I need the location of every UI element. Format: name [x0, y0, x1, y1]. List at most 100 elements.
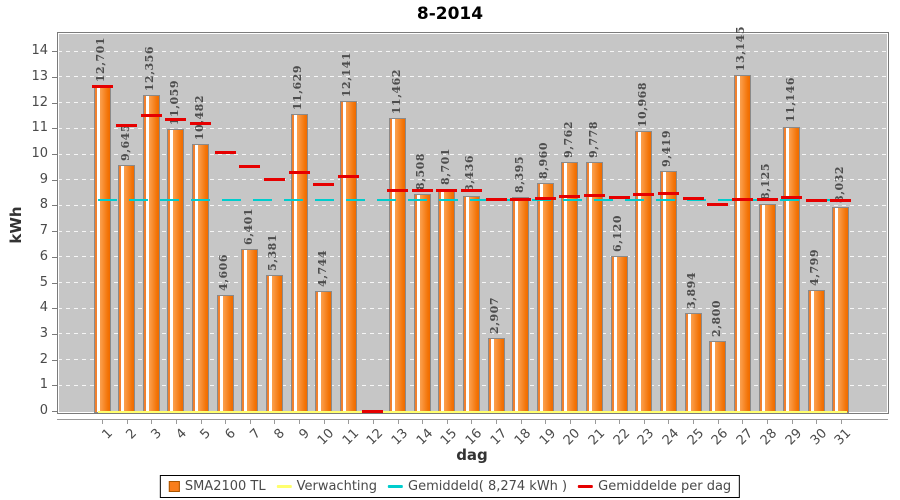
bar-value-label: 6,401 [241, 207, 255, 245]
y-tick [52, 231, 57, 233]
gemiddelde-per-dag-marker [731, 197, 753, 201]
x-tick [840, 419, 842, 424]
bar-value-label: 12,356 [143, 46, 157, 92]
bar-value-label: 9,645 [118, 124, 132, 162]
legend-swatch-square [168, 481, 180, 492]
x-tick [545, 419, 547, 424]
gemiddelde-per-dag-marker [781, 195, 803, 199]
bar-highlight [810, 290, 814, 412]
bar-day-22 [610, 255, 628, 413]
plot-area: 12,701 9,645 12,356 11,059 10,482 4,606 6,401 5… [57, 26, 889, 414]
y-tick-label: 1 [39, 377, 48, 393]
bar-highlight [786, 127, 790, 412]
gemiddelde-per-dag-marker [485, 198, 507, 202]
gemiddelde-per-dag-marker [214, 150, 236, 154]
gemiddeld-line [98, 199, 847, 202]
x-tick-label: 9 [296, 426, 313, 443]
x-tick-label: 6 [222, 426, 239, 443]
y-tick [52, 154, 57, 155]
x-tick-label: 16 [462, 426, 486, 449]
bar-highlight [638, 132, 642, 412]
x-tick [594, 419, 596, 424]
bar-day-5 [192, 143, 210, 413]
legend-swatch-line [388, 485, 404, 488]
x-tick-label: 3 [148, 426, 165, 443]
bar-value-label: 9,762 [561, 121, 575, 159]
gemiddelde-per-dag-marker [559, 195, 581, 199]
y-tick [52, 333, 57, 335]
bar-value-label: 8,701 [438, 148, 452, 186]
bar-value-label: 2,800 [709, 300, 723, 338]
bar-day-13 [389, 118, 407, 413]
gemiddelde-per-dag-marker [460, 189, 482, 193]
bar-highlight [490, 339, 494, 412]
bar-highlight [441, 190, 445, 412]
bar-value-label: 8,125 [759, 163, 772, 201]
bar-value-label: 4,799 [808, 248, 822, 286]
bar-highlight [613, 256, 617, 412]
y-tick [52, 411, 57, 412]
gemiddelde-per-dag-marker [756, 198, 778, 202]
y-tick-label: 0 [39, 403, 48, 418]
legend-label: Gemiddelde per dag [598, 479, 732, 494]
chart-title: 8-2014 [416, 4, 484, 24]
x-tick [569, 419, 571, 424]
x-tick [151, 419, 153, 424]
y-tick-label: 10 [31, 146, 48, 161]
x-tick-label: 11 [339, 426, 362, 449]
y-tick [52, 128, 57, 130]
x-tick [816, 419, 818, 424]
gemiddelde-per-dag-marker [387, 188, 409, 192]
x-tick [102, 419, 103, 424]
bar-day-10 [315, 291, 333, 413]
bar-value-label: 6,120 [611, 214, 625, 252]
bar-value-label: 4,744 [315, 250, 329, 288]
bar-highlight [465, 197, 469, 412]
x-tick [446, 419, 448, 424]
legend-label: Gemiddeld( 8,274 kWh ) [408, 479, 568, 494]
bar-day-27 [733, 75, 751, 413]
bar-highlight [342, 101, 346, 412]
x-tick-label: 1 [99, 426, 116, 443]
y-tick-label: 2 [39, 351, 48, 367]
x-tick [249, 419, 251, 424]
x-tick-label: 21 [585, 426, 609, 449]
gemiddelde-per-dag-marker [288, 170, 310, 174]
y-tick [52, 256, 57, 258]
legend-swatch-line [578, 485, 594, 488]
y-tick [52, 205, 57, 207]
bar-highlight [318, 292, 322, 412]
bar-value-label: 9,419 [660, 129, 674, 167]
bar-value-label: 5,381 [266, 233, 280, 271]
bar-day-8 [265, 274, 283, 413]
x-tick-label: 5 [197, 426, 215, 443]
bar-day-31 [832, 206, 850, 413]
y-tick [52, 359, 57, 361]
legend-item: SMA2100 TL [168, 479, 266, 494]
y-tick-label: 3 [39, 325, 48, 341]
x-tick [299, 419, 301, 424]
bar-day-6 [216, 294, 234, 413]
x-tick [717, 419, 719, 424]
x-tick-label: 19 [536, 426, 559, 449]
bar-highlight [662, 171, 666, 412]
gridline [58, 102, 888, 104]
x-tick [791, 419, 793, 424]
gemiddelde-per-dag-marker [91, 85, 113, 89]
x-tick [175, 419, 177, 424]
bar-highlight [564, 163, 568, 412]
gemiddelde-per-dag-marker [165, 117, 187, 121]
bar-highlight [219, 295, 223, 412]
bar-day-24 [659, 170, 677, 413]
legend-swatch-line [276, 485, 292, 488]
y-tick-label: 9 [39, 171, 48, 187]
x-tick-label: 8 [271, 426, 289, 443]
gemiddelde-per-dag-marker [584, 193, 606, 197]
bar-highlight [515, 198, 519, 412]
x-tick-label: 13 [388, 426, 412, 449]
bar-highlight [761, 205, 765, 412]
gemiddelde-per-dag-marker [534, 197, 556, 201]
bar-day-4 [167, 128, 185, 413]
x-tick-label: 26 [709, 426, 732, 449]
gemiddelde-per-dag-marker [337, 175, 359, 179]
